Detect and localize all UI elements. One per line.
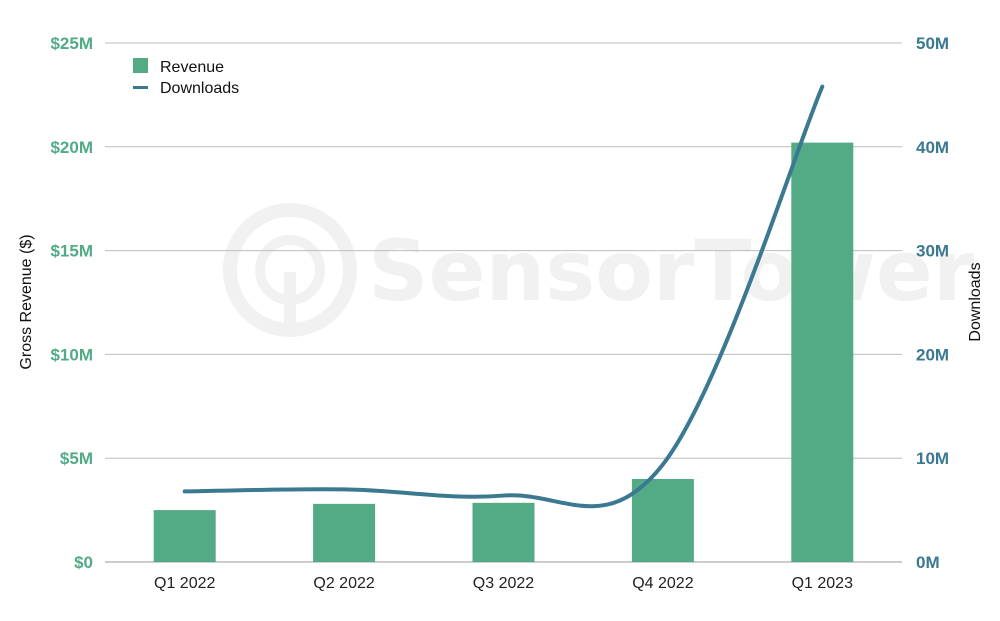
y-axis-title: Gross Revenue ($) bbox=[18, 234, 35, 369]
y-tick-label: $10M bbox=[50, 345, 93, 364]
y-tick-label: $20M bbox=[50, 138, 93, 157]
right-axis-ticks: 0M 10M 20M 30M 40M 50M bbox=[916, 34, 949, 572]
watermark-logo-ring bbox=[223, 203, 357, 337]
y-tick-label: $25M bbox=[50, 34, 93, 53]
y2-tick-label: 20M bbox=[916, 345, 949, 364]
x-tick-label: Q3 2022 bbox=[473, 575, 534, 592]
revenue-bar bbox=[153, 510, 216, 562]
legend-revenue-swatch bbox=[133, 58, 148, 73]
legend-downloads-label: Downloads bbox=[160, 80, 239, 97]
downloads-line bbox=[182, 84, 825, 509]
x-axis-ticks: Q1 2022 Q2 2022 Q3 2022 Q4 2022 Q1 2023 bbox=[154, 575, 853, 592]
revenue-bar bbox=[631, 478, 694, 562]
legend-revenue-label: Revenue bbox=[160, 59, 224, 76]
watermark-logo-stem bbox=[284, 272, 296, 328]
left-axis-ticks: $0 $5M $10M $15M $20M $25M bbox=[50, 34, 93, 572]
revenue-bars bbox=[153, 142, 854, 562]
x-tick-label: Q1 2022 bbox=[154, 575, 215, 592]
revenue-bar bbox=[791, 142, 854, 562]
y-tick-label: $0 bbox=[74, 553, 93, 572]
y2-tick-label: 10M bbox=[916, 449, 949, 468]
y2-tick-label: 30M bbox=[916, 242, 949, 261]
y2-axis-title: Downloads bbox=[967, 262, 984, 341]
legend: Revenue Downloads bbox=[133, 58, 239, 97]
y2-tick-label: 40M bbox=[916, 138, 949, 157]
x-tick-label: Q1 2023 bbox=[792, 575, 853, 592]
sensor-tower-watermark: SensorTower bbox=[223, 203, 975, 337]
y-tick-label: $15M bbox=[50, 242, 93, 261]
y2-tick-label: 0M bbox=[916, 553, 940, 572]
y-tick-label: $5M bbox=[60, 449, 93, 468]
revenue-bar bbox=[472, 502, 535, 562]
revenue-bar bbox=[313, 503, 376, 562]
x-tick-label: Q2 2022 bbox=[313, 575, 374, 592]
watermark-text: SensorTower bbox=[368, 222, 975, 320]
legend-downloads-swatch bbox=[133, 86, 148, 89]
x-tick-label: Q4 2022 bbox=[632, 575, 693, 592]
y2-tick-label: 50M bbox=[916, 34, 949, 53]
